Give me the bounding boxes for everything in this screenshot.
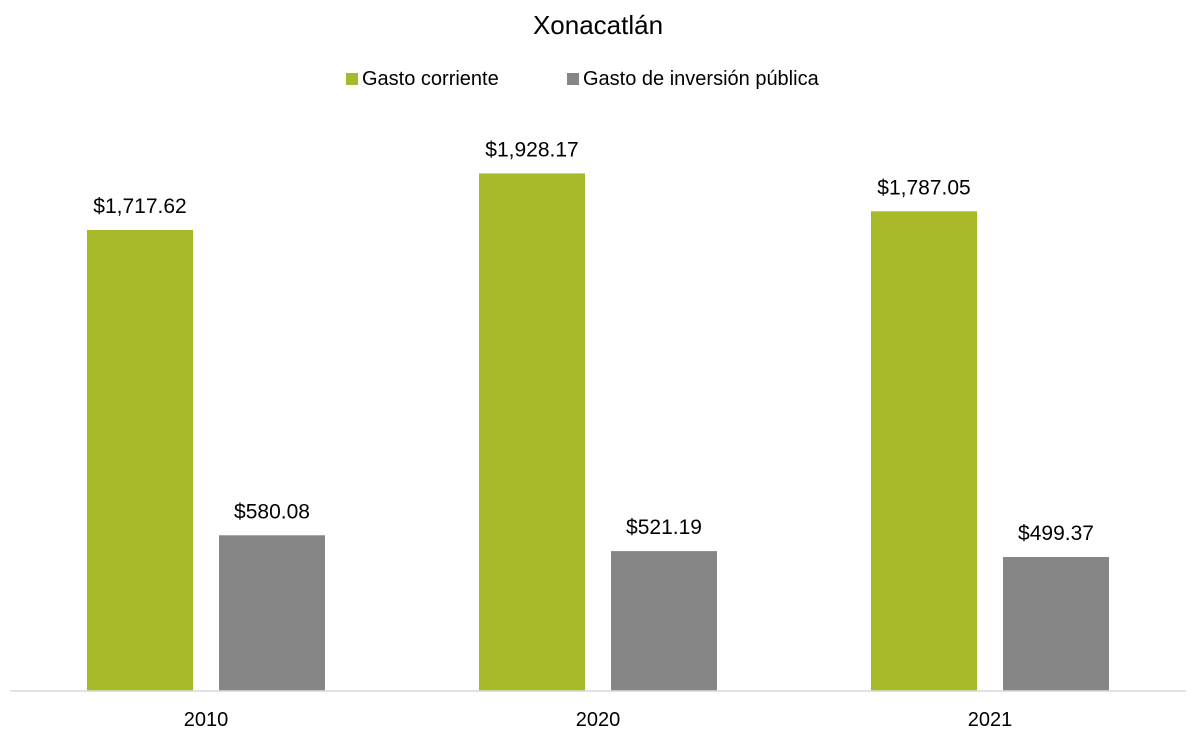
bar-gasto-inversion-2021 bbox=[1003, 557, 1109, 691]
x-tick-label-2021: 2021 bbox=[968, 709, 1013, 731]
x-tick-label-2010: 2010 bbox=[184, 709, 229, 731]
x-axis-tick-labels: 2010 2020 2021 bbox=[184, 709, 1013, 731]
legend-swatch-gasto-inversion bbox=[567, 73, 579, 85]
legend-label-gasto-corriente: Gasto corriente bbox=[362, 68, 499, 90]
bar-gasto-corriente-2020 bbox=[479, 173, 585, 691]
bar-gasto-corriente-2021 bbox=[871, 211, 977, 692]
data-label-gasto-inversion-2010: $580.08 bbox=[234, 500, 310, 523]
data-label-gasto-corriente-2021: $1,787.05 bbox=[877, 176, 970, 199]
legend-label-gasto-inversion: Gasto de inversión pública bbox=[583, 68, 820, 90]
data-label-gasto-corriente-2010: $1,717.62 bbox=[93, 195, 186, 218]
data-label-gasto-inversion-2021: $499.37 bbox=[1018, 522, 1094, 545]
chart-title: Xonacatlán bbox=[533, 10, 663, 40]
bar-gasto-inversion-2020 bbox=[611, 551, 717, 691]
legend-swatch-gasto-corriente bbox=[346, 73, 358, 85]
bars bbox=[87, 173, 1109, 692]
data-label-gasto-corriente-2020: $1,928.17 bbox=[485, 138, 578, 161]
data-labels: $1,717.62 $580.08 $1,928.17 $521.19 $1,787.0… bbox=[93, 138, 1094, 545]
legend: Gasto corriente Gasto de inversión públic… bbox=[346, 68, 820, 90]
bar-gasto-corriente-2010 bbox=[87, 230, 193, 691]
x-tick-label-2020: 2020 bbox=[576, 709, 621, 731]
bar-gasto-inversion-2010 bbox=[219, 535, 325, 691]
data-label-gasto-inversion-2020: $521.19 bbox=[626, 516, 702, 539]
